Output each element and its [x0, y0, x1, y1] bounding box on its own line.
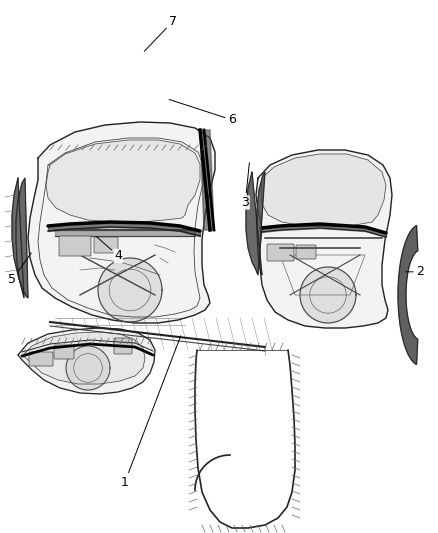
Text: 4: 4 — [96, 236, 122, 262]
FancyBboxPatch shape — [54, 345, 74, 359]
Polygon shape — [12, 178, 28, 298]
Polygon shape — [28, 122, 215, 323]
Text: 7: 7 — [144, 15, 177, 51]
Text: 1: 1 — [121, 336, 181, 489]
FancyBboxPatch shape — [59, 236, 91, 256]
Polygon shape — [398, 225, 418, 365]
Polygon shape — [256, 150, 392, 328]
Polygon shape — [246, 172, 265, 275]
Polygon shape — [200, 130, 214, 230]
FancyBboxPatch shape — [114, 338, 132, 354]
FancyBboxPatch shape — [94, 237, 118, 253]
Polygon shape — [300, 267, 356, 323]
FancyBboxPatch shape — [296, 245, 316, 259]
Polygon shape — [22, 332, 145, 384]
Polygon shape — [98, 258, 162, 322]
FancyBboxPatch shape — [29, 352, 53, 366]
Polygon shape — [66, 346, 110, 390]
Text: 6: 6 — [169, 100, 236, 126]
Text: 5: 5 — [8, 253, 31, 286]
Polygon shape — [261, 154, 386, 227]
Polygon shape — [46, 140, 200, 222]
Text: 3: 3 — [241, 163, 249, 209]
FancyBboxPatch shape — [267, 244, 294, 261]
Text: 2: 2 — [406, 265, 424, 278]
Polygon shape — [18, 328, 155, 394]
